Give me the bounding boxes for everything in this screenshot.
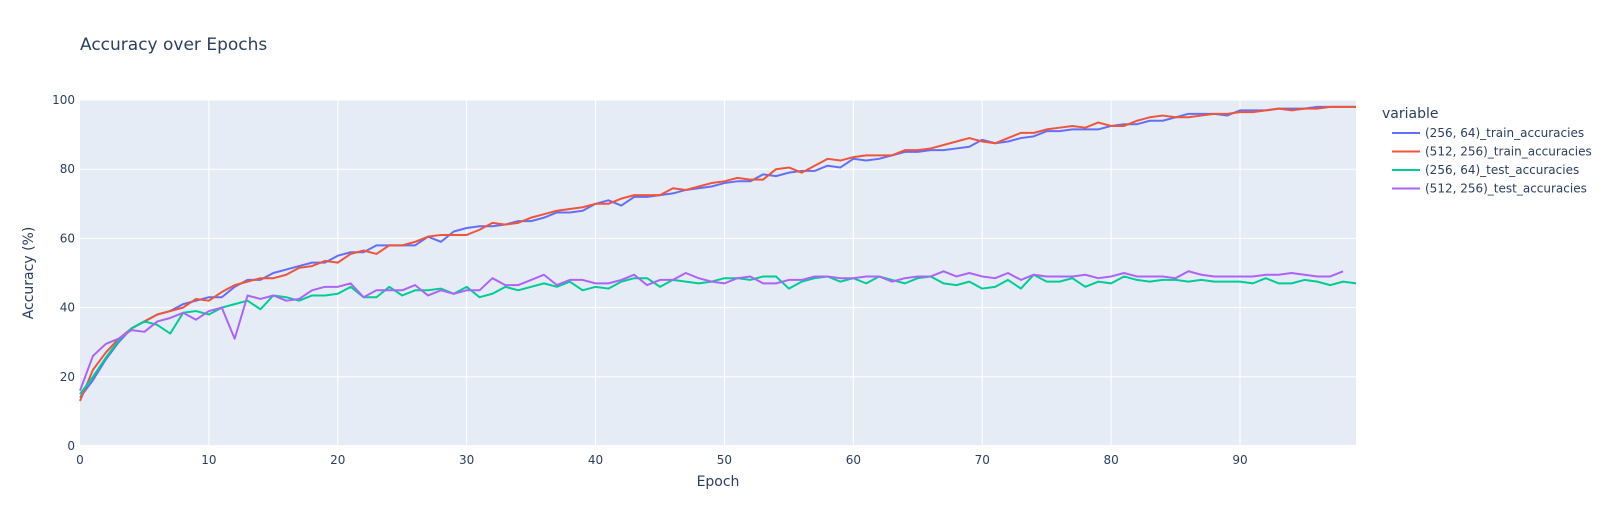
x-tick-label: 10 — [201, 453, 216, 467]
series-line-2 — [79, 105, 1356, 402]
x-tick-label: 80 — [1103, 453, 1118, 467]
x-axis-title: Epoch — [697, 474, 740, 490]
series-line-1 — [79, 105, 1356, 399]
y-tick-label: 0 — [67, 439, 75, 453]
x-tick-label: 0 — [76, 453, 84, 467]
series-layer — [79, 105, 1357, 402]
grid-lines — [80, 99, 1356, 447]
y-tick-label: 80 — [60, 162, 75, 176]
x-tick-label: 20 — [330, 453, 345, 467]
series-line-4 — [79, 270, 1344, 391]
legend-title: variable — [1382, 106, 1438, 122]
x-tick-label: 40 — [588, 453, 603, 467]
legend[interactable]: variable (256, 64)_train_accuracies (512,… — [1382, 106, 1592, 196]
plot-area — [80, 100, 1356, 446]
legend-item-3[interactable]: (256, 64)_test_accuracies — [1392, 163, 1579, 177]
legend-items[interactable]: (256, 64)_train_accuracies (512, 256)_tra… — [1392, 126, 1592, 196]
legend-item-1[interactable]: (256, 64)_train_accuracies — [1392, 126, 1584, 140]
legend-item-4[interactable]: (512, 256)_test_accuracies — [1392, 182, 1587, 196]
x-tick-label: 50 — [717, 453, 732, 467]
y-tick-label: 20 — [60, 370, 75, 384]
x-tick-label: 60 — [846, 453, 861, 467]
legend-item-2[interactable]: (512, 256)_train_accuracies — [1392, 145, 1592, 159]
y-tick-label: 40 — [60, 301, 75, 315]
y-tick-label: 100 — [52, 93, 75, 107]
y-axis-ticks: 0 20 40 60 80 100 — [52, 93, 75, 453]
x-tick-label: 30 — [459, 453, 474, 467]
x-tick-label: 90 — [1232, 453, 1247, 467]
legend-label: (256, 64)_train_accuracies — [1425, 126, 1584, 140]
y-axis-title: Accuracy (%) — [21, 227, 37, 320]
legend-label: (512, 256)_test_accuracies — [1425, 182, 1587, 196]
legend-label: (256, 64)_test_accuracies — [1425, 163, 1579, 177]
chart-title: Accuracy over Epochs — [80, 35, 267, 55]
legend-label: (512, 256)_train_accuracies — [1425, 145, 1592, 159]
x-tick-label: 70 — [975, 453, 990, 467]
y-tick-label: 60 — [60, 231, 75, 245]
x-axis-ticks: 0 10 20 30 40 50 60 70 80 90 — [76, 453, 1247, 467]
